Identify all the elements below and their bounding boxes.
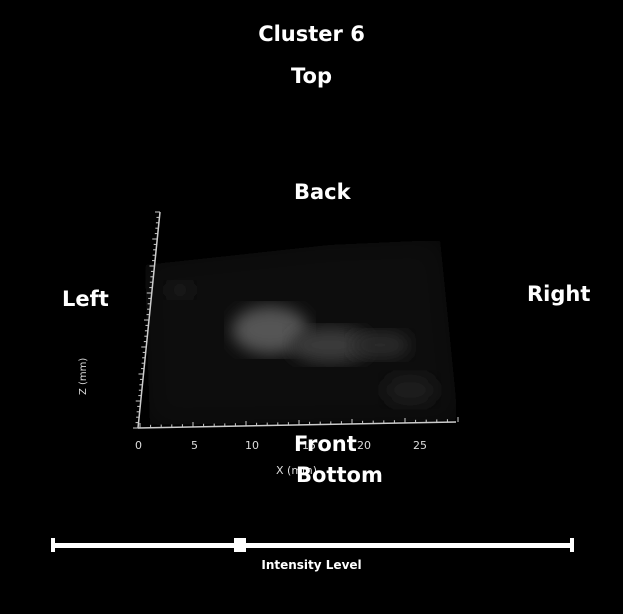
intensity-level-label: Intensity Level	[261, 558, 362, 572]
x-tick-label: 20	[357, 439, 371, 452]
z-axis-label: Z (mm)	[78, 357, 89, 395]
x-tick-label: 5	[191, 439, 198, 452]
intensity-blob	[290, 327, 370, 363]
orientation-bottom-label: Bottom	[296, 463, 383, 487]
intensity-blob	[166, 282, 194, 298]
orientation-top-label: Top	[291, 64, 332, 88]
orientation-back-label: Back	[294, 180, 351, 204]
intensity-blob	[232, 306, 308, 354]
intensity-slider-track[interactable]	[53, 543, 573, 548]
orientation-front-label: Front	[294, 432, 357, 456]
x-tick-label: 10	[245, 439, 259, 452]
slider-max-cap	[570, 538, 574, 552]
intensity-slider-thumb[interactable]	[234, 538, 247, 552]
orientation-left-label: Left	[62, 287, 109, 311]
x-tick-label: 15	[302, 439, 316, 452]
x-tick-label: 0	[135, 439, 142, 452]
view-title: Cluster 6	[258, 22, 365, 46]
intensity-blob	[384, 374, 436, 406]
x-axis-line	[137, 421, 457, 429]
intensity-blob	[350, 331, 410, 359]
orientation-right-label: Right	[527, 282, 591, 306]
x-axis-label: X (mm)	[276, 464, 318, 477]
x-tick-label: 25	[413, 439, 427, 452]
slider-min-cap	[51, 538, 55, 552]
